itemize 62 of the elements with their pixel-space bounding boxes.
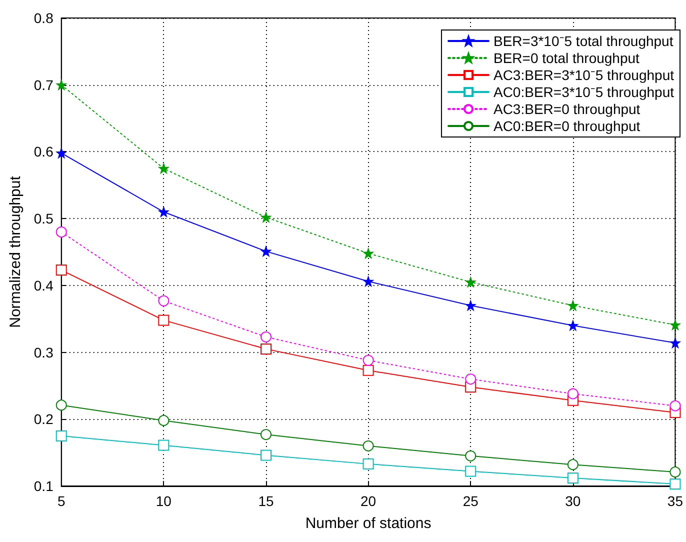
point	[260, 343, 272, 354]
x-tick-label: 25	[462, 493, 479, 509]
point	[670, 320, 680, 330]
point	[567, 459, 578, 470]
point	[568, 320, 578, 331]
legend-label: AC3:BER=0 throughput	[493, 101, 640, 117]
point	[260, 212, 271, 222]
y-tick-label: 0.8	[34, 10, 54, 26]
point	[158, 314, 170, 326]
point	[670, 338, 680, 348]
y-tick-label: 0.5	[34, 210, 54, 227]
point	[260, 429, 272, 440]
y-tick-label: 0.3	[34, 344, 54, 360]
legend-label: BER=3*10⁻5 total throughput	[493, 33, 674, 49]
point	[260, 450, 272, 461]
point	[466, 300, 476, 310]
point	[567, 388, 578, 400]
x-axis-title: Number of stations	[305, 515, 432, 532]
point	[56, 226, 67, 238]
point	[56, 80, 66, 90]
legend-label: AC0:BER=3*10⁻5 throughput	[493, 84, 674, 100]
point	[158, 414, 170, 426]
point	[465, 374, 476, 385]
point	[567, 472, 578, 484]
point	[362, 458, 374, 470]
point	[363, 248, 374, 258]
point	[363, 276, 374, 286]
point	[56, 148, 66, 158]
point	[362, 364, 374, 376]
y-tick-label: 0.4	[34, 277, 54, 294]
x-tick-label: 35	[667, 493, 684, 509]
x-tick-label: 5	[57, 493, 66, 509]
point	[465, 450, 476, 462]
legend-label: AC0:BER=0 throughput	[493, 118, 640, 134]
legend-label: BER=0 total throughput	[493, 50, 640, 66]
point	[362, 354, 374, 366]
y-tick-label: 0.1	[34, 478, 54, 494]
legend-label: AC3:BER=3*10⁻5 throughput	[493, 67, 674, 83]
x-tick-label: 10	[156, 493, 172, 509]
point	[568, 300, 578, 310]
point	[158, 295, 170, 306]
point	[670, 466, 681, 478]
point	[158, 163, 169, 174]
x-tick-label: 15	[258, 493, 274, 509]
x-tick-label: 20	[360, 493, 376, 509]
y-axis-title: Normalized throughput	[7, 175, 24, 328]
point	[56, 264, 67, 276]
point	[56, 400, 67, 411]
y-tick-label: 0.6	[34, 144, 54, 160]
point	[670, 400, 681, 412]
point	[56, 430, 67, 442]
y-tick-label: 0.2	[34, 411, 54, 428]
point	[362, 440, 374, 452]
point	[670, 478, 681, 490]
point	[466, 277, 476, 288]
y-tick-label: 0.7	[34, 76, 54, 93]
point	[260, 246, 271, 256]
point	[260, 331, 272, 342]
point	[465, 466, 476, 477]
point	[158, 206, 169, 217]
point	[158, 440, 170, 451]
x-tick-label: 30	[565, 493, 581, 509]
